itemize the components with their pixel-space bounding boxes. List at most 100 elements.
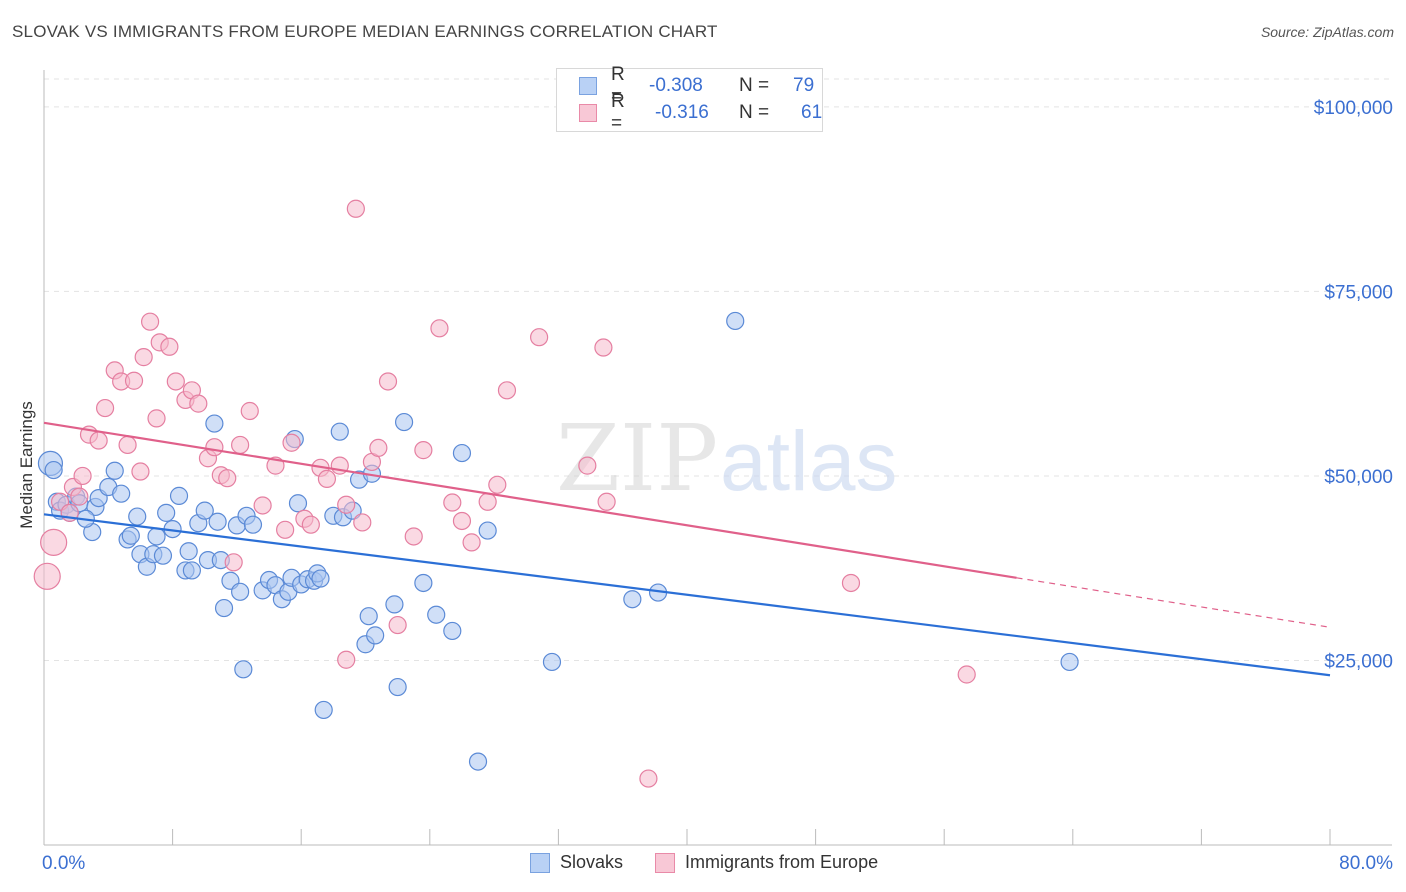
point-slovaks: [726, 311, 745, 331]
point-immigrants: [224, 553, 243, 572]
point-immigrants: [147, 409, 166, 428]
series-legend: Slovaks Immigrants from Europe: [530, 852, 910, 873]
chart-title: SLOVAK VS IMMIGRANTS FROM EUROPE MEDIAN …: [12, 22, 718, 41]
tick-labels: $25,000 $50,000 $75,000 $100,000 0.0% 80.0% Me…: [17, 98, 1393, 874]
point-slovaks: [243, 515, 263, 534]
point-slovaks: [105, 461, 124, 480]
point-slovaks: [427, 605, 446, 624]
point-slovaks: [153, 546, 173, 565]
point-immigrants: [189, 394, 208, 413]
point-slovaks: [414, 573, 433, 593]
point-immigrants: [430, 319, 449, 338]
point-immigrants: [639, 769, 658, 788]
point-immigrants: [124, 371, 144, 390]
point-slovaks: [1060, 652, 1079, 672]
point-immigrants: [414, 441, 433, 460]
legend-row-slovaks: R = -0.308 N = 79: [579, 64, 815, 107]
n-label: N =: [739, 75, 770, 96]
point-immigrants: [240, 401, 259, 421]
y-tick-label: $50,000: [1324, 467, 1393, 488]
point-immigrants: [478, 492, 497, 511]
point-immigrants: [140, 312, 160, 331]
point-immigrants: [488, 475, 507, 494]
point-immigrants: [346, 199, 365, 218]
legend-swatch-blue: [579, 77, 597, 95]
point-immigrants: [841, 573, 861, 593]
point-immigrants: [73, 466, 92, 486]
point-slovaks: [443, 621, 462, 641]
point-immigrants: [337, 650, 356, 669]
point-slovaks: [388, 677, 407, 697]
point-slovaks: [208, 512, 227, 531]
point-slovaks: [542, 652, 562, 672]
point-immigrants: [378, 372, 398, 391]
point-slovaks: [147, 527, 166, 546]
point-slovaks: [169, 486, 189, 505]
x-tick-label-max: 80.0%: [1339, 853, 1393, 874]
legend-row-immigrants: R = -0.316 N = 61: [579, 91, 823, 134]
trendline-slovaks: [43, 513, 1331, 677]
series-legend-immigrants: Immigrants from Europe: [655, 852, 878, 873]
point-slovaks: [157, 503, 176, 522]
point-immigrants: [276, 520, 295, 539]
point-immigrants: [218, 469, 237, 488]
point-immigrants: [530, 328, 549, 347]
point-immigrants: [597, 492, 616, 511]
point-immigrants: [388, 615, 407, 635]
point-immigrants: [33, 562, 61, 590]
n-value: 61: [801, 102, 823, 123]
point-immigrants: [497, 381, 517, 400]
series-label: Slovaks: [560, 852, 624, 872]
point-immigrants: [404, 527, 423, 546]
grid-lines: [44, 78, 1392, 661]
point-immigrants: [452, 511, 472, 531]
y-tick-label: $75,000: [1324, 282, 1393, 303]
point-immigrants: [594, 338, 613, 357]
point-immigrants: [118, 435, 137, 455]
point-immigrants: [353, 513, 372, 532]
trend-lines: [43, 421, 1331, 677]
point-immigrants: [317, 469, 337, 489]
point-immigrants: [160, 337, 179, 356]
point-immigrants: [40, 528, 68, 556]
y-tick-label: $100,000: [1314, 98, 1393, 119]
n-value: 79: [793, 75, 815, 96]
watermark-atlas: atlas: [720, 414, 897, 508]
point-slovaks: [234, 660, 253, 679]
trendline-immigrants-extension: [1016, 577, 1331, 628]
point-slovaks: [623, 590, 642, 609]
point-slovaks: [385, 595, 404, 614]
series-swatch-pink: [655, 852, 676, 873]
point-immigrants: [89, 431, 108, 450]
point-slovaks: [394, 412, 414, 432]
point-immigrants: [205, 438, 224, 457]
legend-swatch-pink: [579, 104, 597, 122]
series-legend-slovaks: Slovaks: [530, 852, 623, 873]
point-immigrants: [282, 433, 301, 452]
point-immigrants: [957, 665, 976, 684]
point-immigrants: [134, 348, 153, 367]
correlation-legend: R = -0.308 N = 79 R = -0.316 N = 61: [556, 64, 823, 134]
point-immigrants: [253, 496, 272, 515]
point-immigrants: [578, 456, 597, 475]
point-immigrants: [462, 533, 481, 552]
x-tick-label-min: 0.0%: [42, 853, 85, 874]
y-tick-label: $25,000: [1324, 651, 1393, 672]
point-immigrants: [95, 398, 115, 418]
point-slovaks: [44, 460, 63, 480]
point-slovaks: [359, 607, 378, 626]
r-value: -0.308: [649, 75, 703, 96]
point-slovaks: [195, 501, 214, 520]
point-immigrants: [443, 493, 462, 512]
point-slovaks: [179, 542, 198, 561]
point-slovaks: [121, 526, 140, 545]
point-slovaks: [231, 582, 250, 601]
point-slovaks: [288, 494, 308, 513]
point-slovaks: [478, 521, 497, 540]
point-slovaks: [330, 422, 349, 441]
point-slovaks: [314, 700, 333, 720]
data-points: [33, 199, 1079, 788]
point-slovaks: [311, 569, 330, 588]
point-immigrants: [70, 487, 89, 506]
